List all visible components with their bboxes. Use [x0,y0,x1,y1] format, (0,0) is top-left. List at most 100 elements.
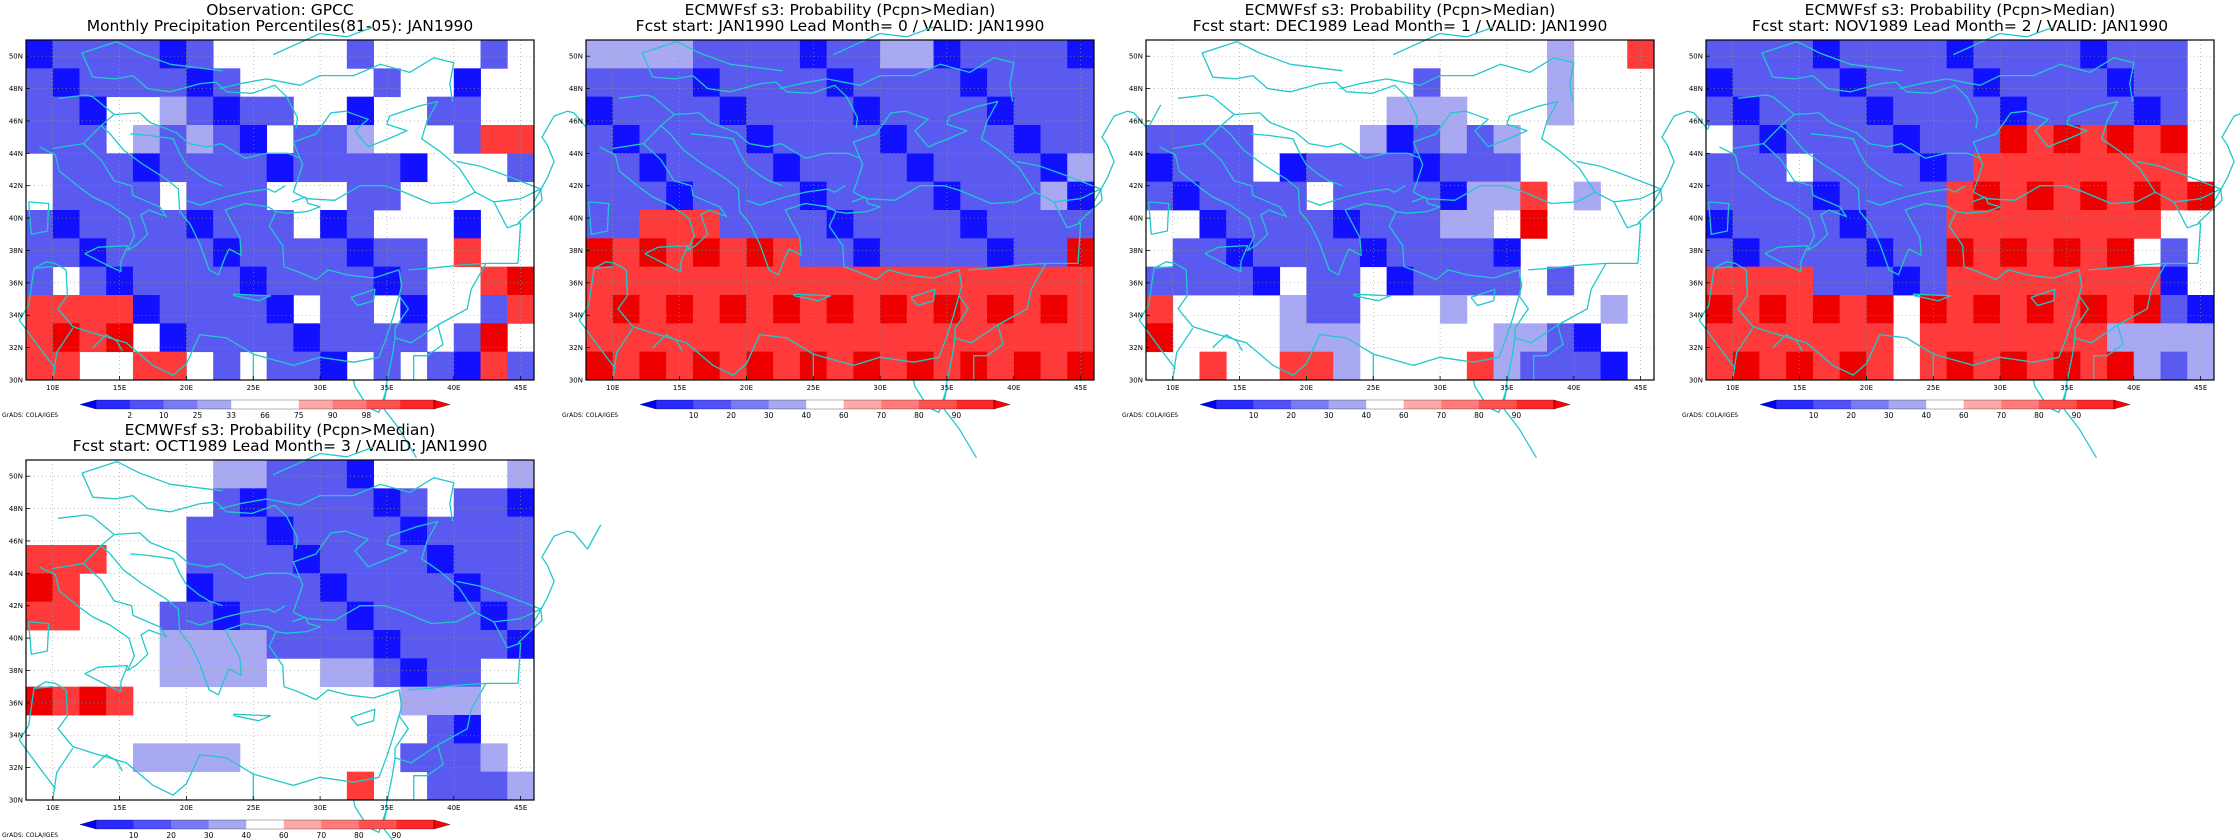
panel-title: Observation: GPCC [206,1,354,19]
coastline [39,143,168,252]
grid-cell [293,545,321,574]
grid-cell [826,125,854,154]
grid-cell [346,153,374,183]
gridlines [1146,40,1654,381]
grid-cell [1946,295,1974,324]
country-border [2064,295,2089,389]
grid-cell [692,238,721,268]
grid-cell [1973,323,2001,353]
grid-cell [1839,40,1867,69]
grid-cell [1279,238,1307,268]
colorbar-frame [655,399,995,410]
coastline [232,293,272,302]
grid-cell [612,96,640,126]
colorbar-tick-label: 40 [1361,411,1371,420]
grid-cell [186,323,214,353]
colorbar-swatch [2001,400,2040,409]
grid-cell [612,181,640,211]
grid-cell [1946,210,1974,239]
grid-cell [132,351,161,381]
grid-cell [1973,238,2001,268]
y-tick-label: 50N [1689,53,1703,61]
grid-cell [2080,295,2108,324]
grid-cell [480,351,508,381]
grid-cell [52,573,80,603]
colorbar-arrow-right [433,399,451,410]
grid-cell [480,125,508,154]
grid-cell [186,125,214,154]
grid-cell [987,295,1015,324]
colorbar-frame [1775,399,2115,410]
grid-cell [480,743,508,773]
coastline [852,100,1036,205]
colorbar-arrow-left [79,819,97,830]
grid-cell [427,516,455,546]
grid-cell [1333,351,1361,381]
colorbar-tick-label: 2 [127,411,132,420]
grid-cell [132,743,161,773]
x-tick-label: 30E [1433,384,1446,392]
grid-cell [2026,181,2054,211]
grid-cell [1919,125,1948,154]
grid-cell [2053,323,2081,353]
coastline [2030,288,2056,307]
grid-cell [79,125,107,154]
country-border [1220,112,1421,159]
grid-cell [266,266,294,296]
grid-cell [1759,181,1787,211]
grid-cell [1306,238,1334,268]
grid-cell [1706,40,1734,69]
grid-cell [507,545,535,574]
x-tick-label: 35E [380,384,393,392]
grid-cell [1759,351,1787,381]
colorbar-tick-label: 75 [294,411,304,420]
grid-cell [960,238,988,268]
grid-cell [293,125,321,154]
grid-cell [1279,295,1307,324]
country-border [18,686,56,790]
grid-cell [1306,295,1334,324]
colorbar-arrow-right [1553,399,1571,410]
grid-cell [1199,181,1227,211]
y-tick-label: 34N [9,732,23,740]
x-tick-label: 35E [380,804,393,812]
axes: 10E 15E 20E 25E 30E 35E 40E 45E 30N 32N 34N 36N 38N 4… [569,53,1087,392]
grid-cell [1759,68,1787,98]
y-tick-label: 50N [569,53,583,61]
grid-cell [2160,181,2188,211]
grid-cell [1146,153,1174,183]
grid-cell [2160,351,2188,381]
grid-cell [612,210,640,239]
grid-cell [1440,295,1468,324]
grid-cell [880,125,908,154]
grid-cell [719,40,747,69]
credit-label: GrADS: COLA/IGES [2,832,59,839]
grid-cell [719,238,747,268]
coastline [92,754,123,772]
y-tick-label: 30N [569,377,583,385]
grid-cell [186,96,214,126]
y-tick-label: 44N [1689,150,1703,158]
country-border [1393,26,1494,56]
grid-cell [213,266,241,296]
grid-cell [346,96,374,126]
grid-cell [2160,295,2188,324]
colorbar-frame [95,399,435,410]
country-border [1576,160,1661,190]
grid-cell [826,210,854,239]
grid-cell [586,153,614,183]
grid-cell [1040,125,1068,154]
grid-cell [453,323,481,353]
x-tick-label: 30E [313,384,326,392]
x-tick-label: 20E [180,804,193,812]
grid-cell [906,351,934,381]
grid-cell [1812,125,1841,154]
grid-cell [400,238,428,268]
grid-cell [1866,40,1894,69]
grid-cell [2000,153,2028,183]
grid-cell [692,125,721,154]
coastline [533,524,602,623]
country-border [413,324,444,380]
grid-cell [880,210,908,239]
grid-cell [1547,266,1575,296]
